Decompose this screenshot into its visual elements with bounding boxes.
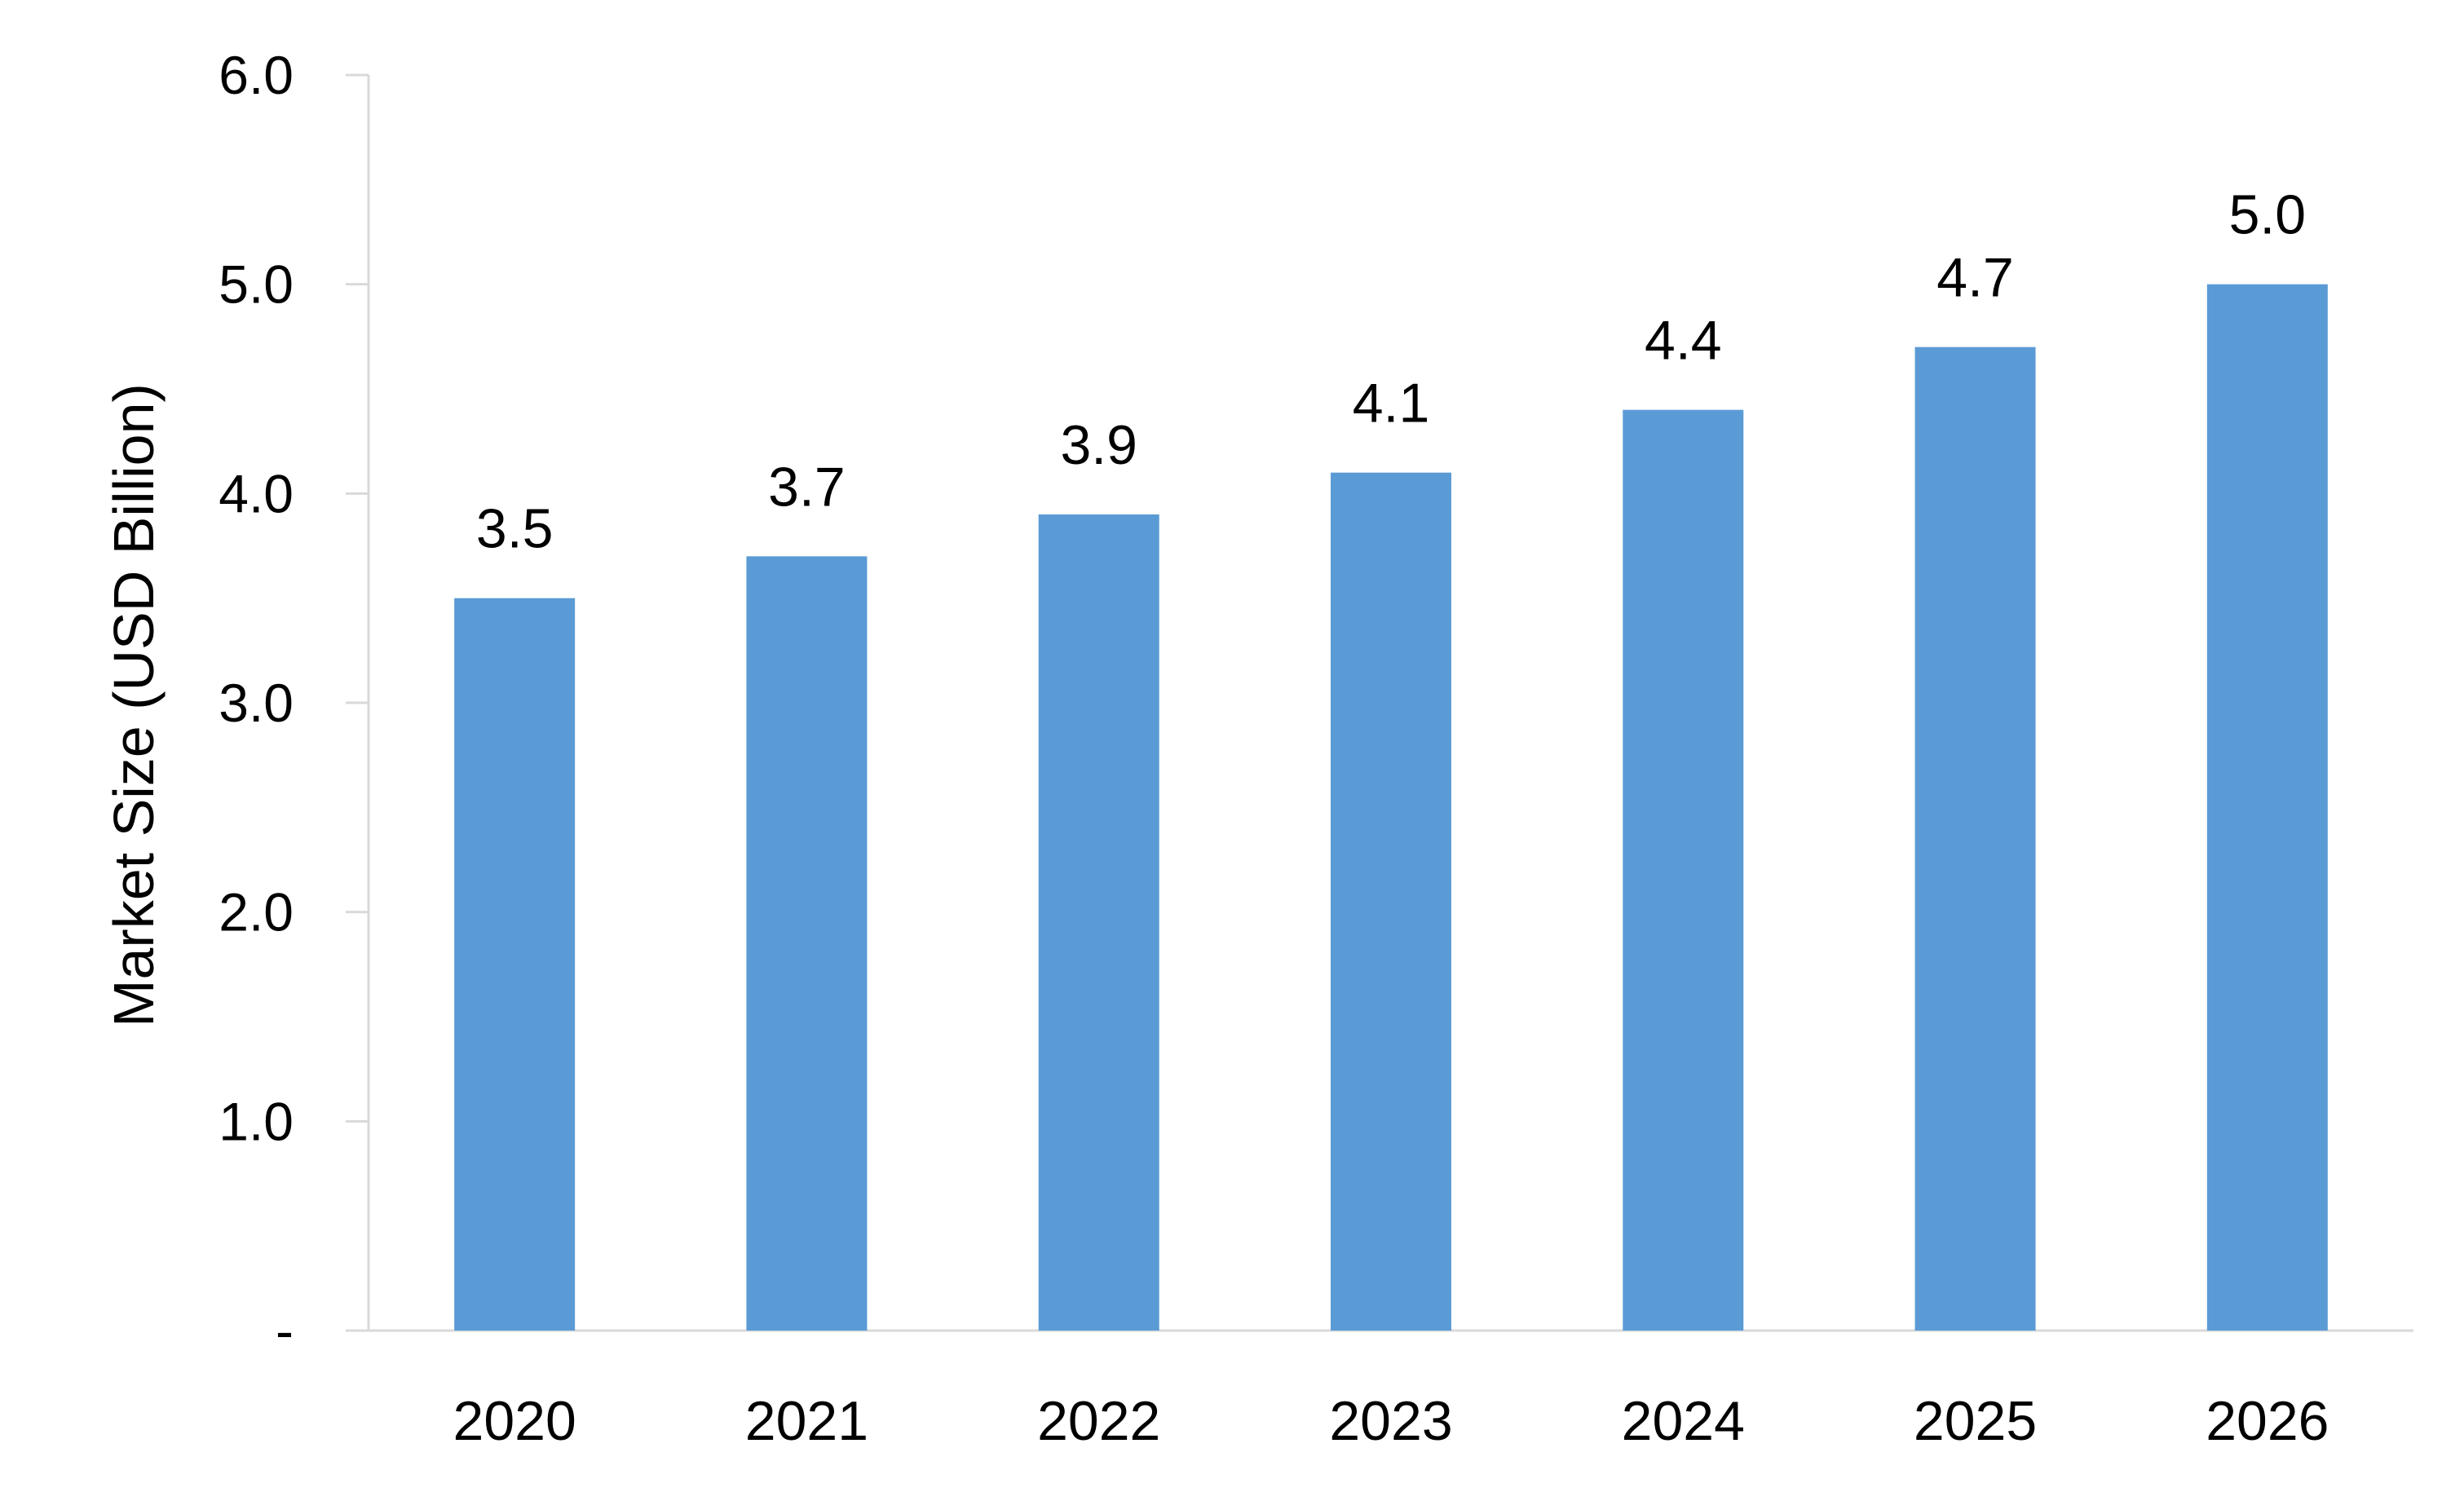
data-label-2023: 4.1 <box>1353 373 1430 435</box>
data-label-2022: 3.9 <box>1060 414 1137 476</box>
bar-2023 <box>1331 472 1451 1331</box>
x-tick-label-2023: 2023 <box>1329 1390 1452 1452</box>
x-tick-label-2020: 2020 <box>453 1390 576 1452</box>
data-label-2026: 5.0 <box>2229 184 2307 246</box>
bar-2026 <box>2206 284 2328 1331</box>
y-tick-label: 3.0 <box>219 673 294 733</box>
x-tick-label-2021: 2021 <box>745 1390 868 1452</box>
y-tick-label: 1.0 <box>219 1091 294 1151</box>
bar-2024 <box>1623 409 1744 1331</box>
x-tick-label-2026: 2026 <box>2206 1390 2329 1452</box>
y-tick-label: 5.0 <box>219 254 294 315</box>
x-axis: 2020 2021 2022 2023 2024 2025 2026 <box>346 1329 2413 1452</box>
y-tick-label: 4.0 <box>219 463 294 523</box>
bar-2020 <box>454 598 576 1331</box>
data-label-2024: 4.4 <box>1645 310 1722 372</box>
y-tick-label: - <box>276 1300 294 1361</box>
x-tick-label-2025: 2025 <box>1914 1390 2037 1452</box>
x-tick-label-2022: 2022 <box>1037 1390 1160 1452</box>
data-labels: 3.5 3.7 3.9 4.1 4.4 4.7 5.0 <box>476 184 2306 560</box>
data-label-2020: 3.5 <box>476 498 554 560</box>
y-axis: - 1.0 2.0 3.0 4.0 5.0 6.0 <box>219 45 370 1361</box>
bar-2025 <box>1914 347 2036 1331</box>
bars <box>454 284 2328 1331</box>
y-axis-title: Market Size (USD Billion) <box>102 383 166 1027</box>
x-tick-label-2024: 2024 <box>1622 1390 1745 1452</box>
bar-2022 <box>1038 514 1159 1331</box>
data-label-2025: 4.7 <box>1936 247 2014 309</box>
data-label-2021: 3.7 <box>768 456 846 518</box>
y-tick-label: 2.0 <box>219 882 294 942</box>
bar-2021 <box>746 556 868 1331</box>
y-tick-label: 6.0 <box>219 45 294 105</box>
